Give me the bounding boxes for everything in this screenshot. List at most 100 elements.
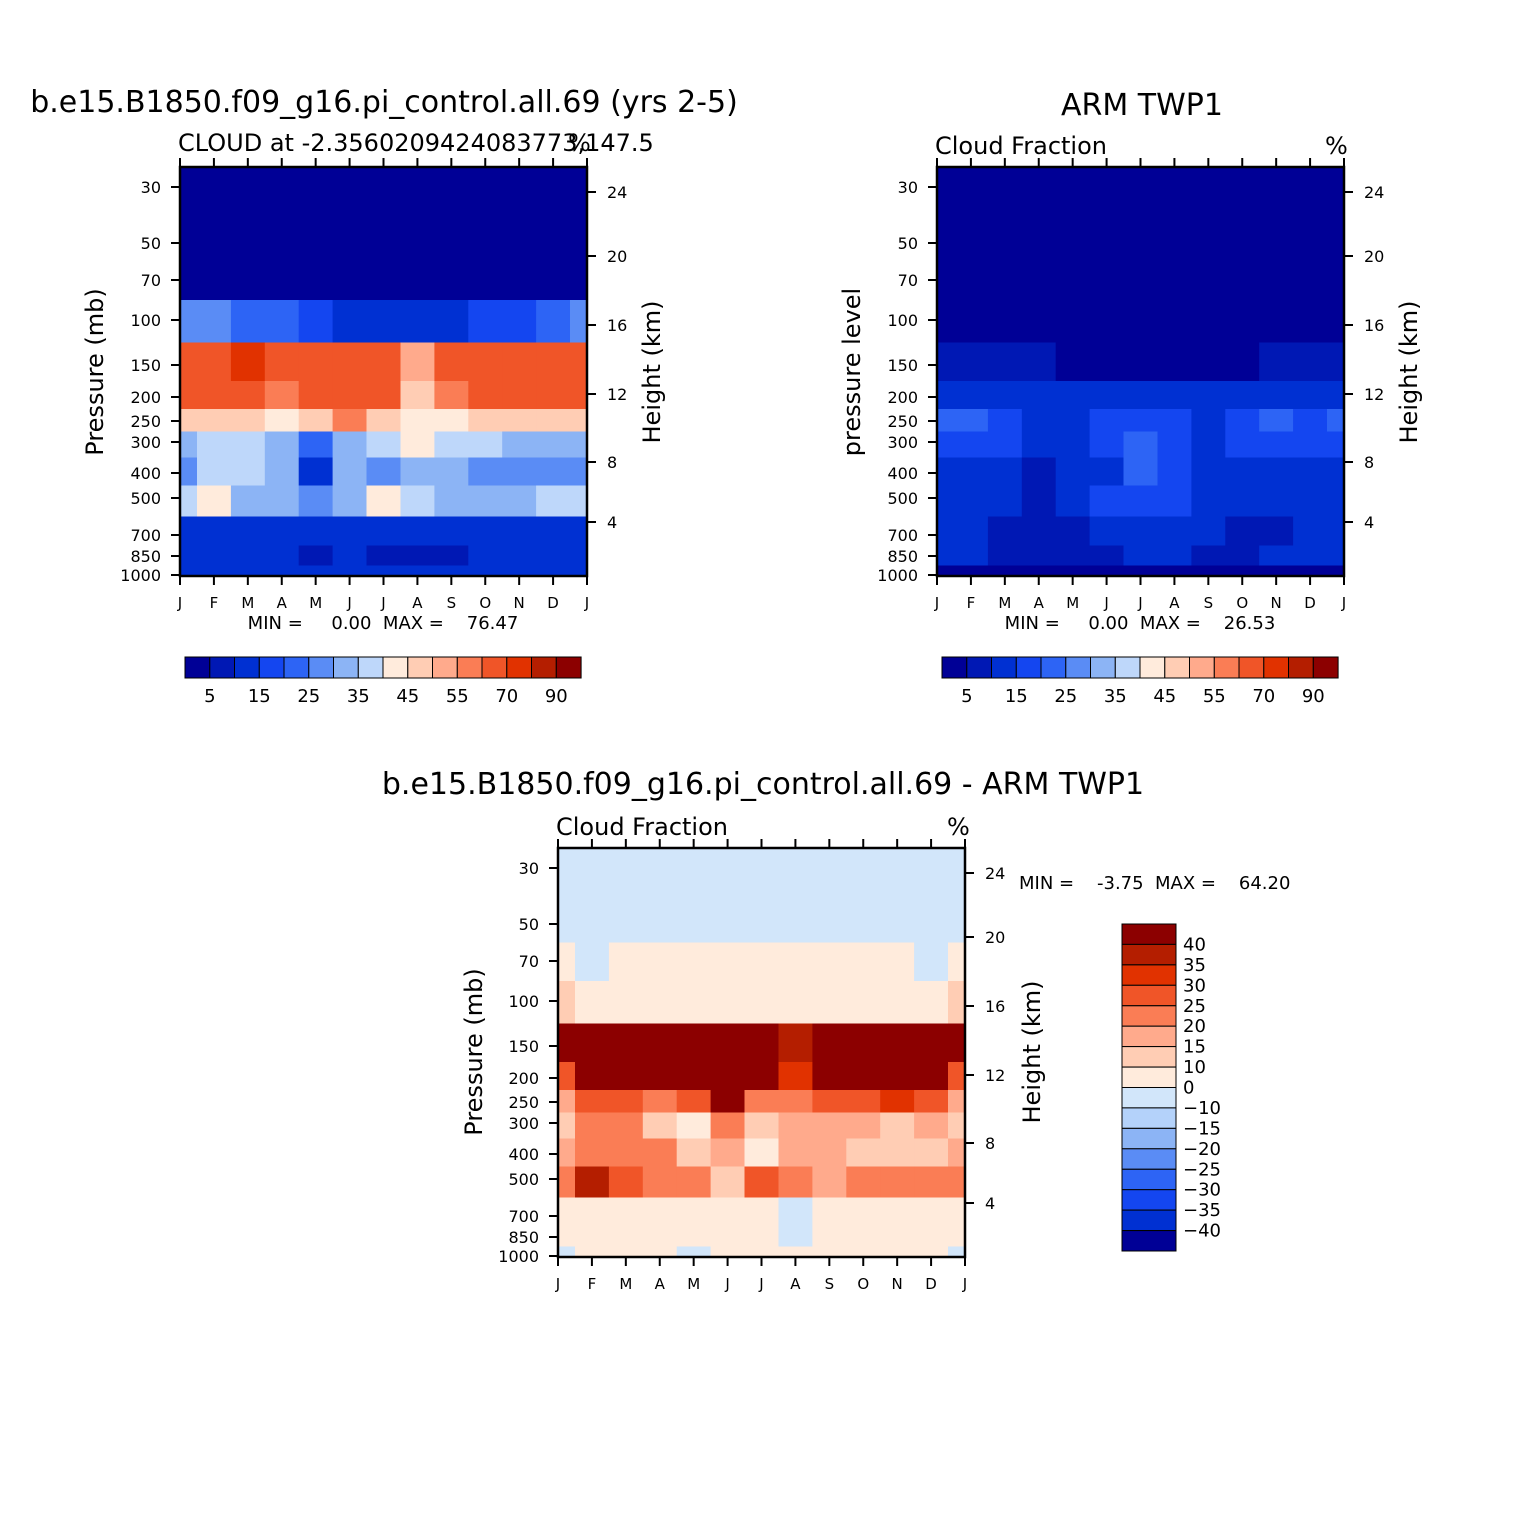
cell-obs-9-7: [1157, 485, 1192, 518]
cell-diff-2-10: [880, 942, 915, 982]
colorbar-label: −30: [1183, 1180, 1221, 1201]
cell-model-10-4: [298, 516, 334, 547]
cell-model-0-6: [366, 167, 401, 216]
cell-diff-9-1: [575, 1166, 610, 1199]
cell-obs-9-11: [1293, 485, 1328, 518]
cell-diff-4-4: [676, 1023, 712, 1063]
cell-model-9-3: [264, 485, 300, 518]
cell-model-8-7: [400, 457, 435, 487]
cell-diff-3-12: [948, 981, 965, 1025]
colorbar-swatch: [234, 656, 260, 679]
cell-model-11-7: [400, 545, 435, 567]
cell-obs-0-10: [1259, 167, 1294, 216]
cell-diff-3-1: [575, 981, 610, 1025]
cell-obs-4-0: [937, 342, 955, 382]
cell-diff-2-2: [608, 942, 644, 982]
cell-diff-10-8: [812, 1197, 847, 1228]
month-label: N: [1271, 594, 1282, 612]
cell-diff-10-10: [880, 1197, 915, 1228]
cell-model-12-3: [264, 565, 300, 576]
cell-model-12-9: [468, 565, 503, 576]
cell-diff-11-3: [642, 1226, 678, 1248]
colorbar-swatch: [555, 656, 582, 679]
cell-diff-8-9: [846, 1138, 881, 1168]
cell-obs-11-3: [1021, 545, 1057, 567]
cell-model-3-12: [570, 300, 587, 344]
colorbar-swatch: [1121, 943, 1177, 966]
cell-model-10-11: [536, 516, 571, 547]
cell-model-7-6: [366, 431, 401, 459]
cell-diff-1-1: [575, 896, 610, 944]
cell-diff-11-11: [914, 1226, 949, 1248]
cell-diff-5-9: [846, 1062, 881, 1091]
cell-model-7-2: [230, 431, 266, 459]
cell-obs-5-12: [1327, 381, 1344, 410]
cell-model-2-11: [536, 261, 571, 301]
cell-obs-11-1: [954, 545, 989, 567]
cell-diff-10-7: [778, 1197, 813, 1228]
cell-model-4-10: [502, 342, 537, 382]
cell-model-3-6: [366, 300, 401, 344]
cell-obs-12-0: [937, 565, 955, 576]
panel-model-subtitle: CLOUD at -2.3560209424083773,147.5: [178, 129, 654, 157]
pressure-tick-label: 300: [130, 433, 161, 452]
cell-obs-10-11: [1293, 516, 1328, 547]
cell-obs-6-1: [954, 409, 989, 433]
cell-obs-6-5: [1089, 409, 1125, 433]
cell-obs-8-12: [1327, 457, 1344, 487]
cell-obs-4-3: [1021, 342, 1057, 382]
cell-diff-5-6: [744, 1062, 779, 1091]
cell-obs-0-3: [1021, 167, 1057, 216]
cell-obs-7-4: [1055, 431, 1091, 459]
colorbar-swatch: [991, 656, 1017, 679]
cell-obs-1-4: [1055, 215, 1091, 263]
cell-obs-2-5: [1089, 261, 1125, 301]
cell-model-9-12: [570, 485, 587, 518]
colorbar-swatch: [1015, 656, 1042, 679]
cell-obs-2-9: [1225, 261, 1260, 301]
height-tick-label: 12: [985, 1066, 1005, 1085]
month-label: J: [555, 1275, 560, 1293]
cell-obs-11-8: [1191, 545, 1226, 567]
cell-model-11-11: [536, 545, 571, 567]
colorbar-swatch: [382, 656, 409, 679]
colorbar-swatch: [1288, 656, 1314, 679]
cell-model-1-8: [434, 215, 469, 263]
cell-diff-4-10: [880, 1023, 915, 1063]
cell-diff-3-4: [676, 981, 712, 1025]
cell-model-2-3: [264, 261, 300, 301]
cell-obs-3-0: [937, 300, 955, 344]
cell-obs-3-1: [954, 300, 989, 344]
panel-model: b.e15.B1850.f09_g16.pi_control.all.69 (y…: [30, 85, 738, 707]
cell-diff-3-6: [744, 981, 779, 1025]
cell-obs-0-2: [987, 167, 1023, 216]
colorbar-swatch: [506, 656, 533, 679]
height-tick-label: 24: [1364, 183, 1384, 202]
cell-model-6-12: [570, 409, 587, 433]
cell-obs-5-2: [987, 381, 1023, 410]
cell-obs-1-0: [937, 215, 955, 263]
cell-diff-9-12: [948, 1166, 965, 1199]
cell-obs-12-2: [987, 565, 1023, 576]
panel-diff-stats: MIN = -3.75 MAX = 64.20: [1019, 873, 1290, 894]
cell-diff-2-1: [575, 942, 610, 982]
cell-diff-12-1: [575, 1246, 610, 1257]
cell-obs-11-0: [937, 545, 955, 567]
cell-obs-7-9: [1225, 431, 1260, 459]
cell-model-5-2: [230, 381, 266, 410]
cell-diff-3-8: [812, 981, 847, 1025]
contour-field-obs: [937, 167, 1344, 576]
cell-diff-7-4: [676, 1112, 712, 1140]
cell-model-12-6: [366, 565, 401, 576]
pressure-tick-label: 300: [508, 1114, 539, 1133]
cell-diff-3-10: [880, 981, 915, 1025]
cell-obs-12-1: [954, 565, 989, 576]
cell-model-4-2: [230, 342, 266, 382]
pressure-tick-label: 50: [141, 234, 161, 253]
cell-obs-6-3: [1021, 409, 1057, 433]
cell-diff-2-8: [812, 942, 847, 982]
colorbar-swatch: [966, 656, 993, 679]
month-label: O: [479, 594, 491, 612]
cell-model-12-2: [230, 565, 266, 576]
cell-diff-6-6: [744, 1090, 779, 1114]
